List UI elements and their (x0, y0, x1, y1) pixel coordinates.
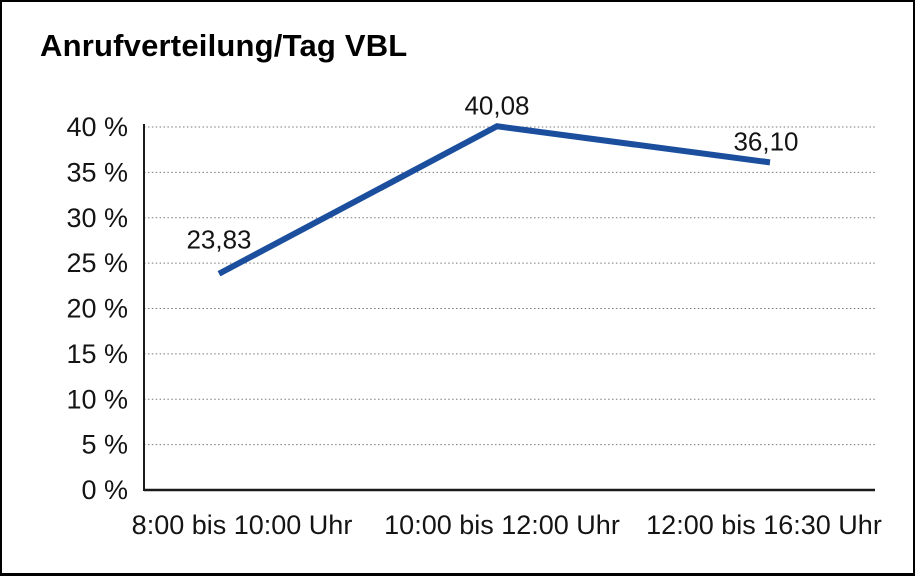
y-tick-label: 5 % (81, 430, 128, 460)
x-category-label: 12:00 bis 16:30 Uhr (646, 510, 882, 540)
y-tick-label: 30 % (66, 203, 128, 233)
y-tick-label: 40 % (66, 112, 128, 142)
data-label: 40,08 (464, 90, 529, 120)
x-category-label: 8:00 bis 10:00 Uhr (132, 510, 353, 540)
data-label: 23,83 (186, 225, 251, 255)
y-tick-label: 20 % (66, 294, 128, 324)
y-tick-label: 25 % (66, 248, 128, 278)
y-tick-label: 15 % (66, 339, 128, 369)
x-category-label: 10:00 bis 12:00 Uhr (384, 510, 620, 540)
y-tick-label: 35 % (66, 157, 128, 187)
chart-title: Anrufverteilung/Tag VBL (40, 28, 408, 63)
y-tick-label: 10 % (66, 384, 128, 414)
y-tick-label: 0 % (81, 475, 128, 505)
series-line (217, 123, 771, 277)
data-label: 36,10 (733, 126, 798, 156)
